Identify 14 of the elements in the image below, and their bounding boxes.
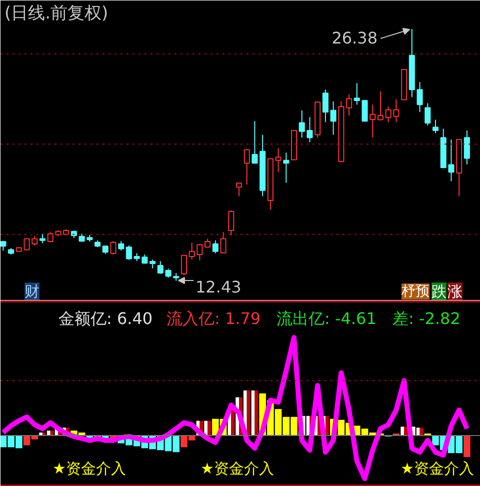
- annotation: 财: [24, 282, 40, 300]
- chart-title: (日线.前复权): [4, 4, 108, 24]
- text: 金额亿: 6.40: [58, 309, 153, 328]
- annotation: ★资金介入: [200, 460, 274, 478]
- text: 流出亿: -4.61: [276, 309, 376, 328]
- annotation: ★资金介入: [52, 460, 126, 478]
- annotation: 26.38: [332, 28, 378, 48]
- annotation: 跌: [432, 282, 446, 300]
- annotation: ★资金介入: [400, 460, 474, 478]
- text: 流入亿: 1.79: [166, 309, 261, 328]
- annotation: 12.43: [196, 278, 242, 296]
- annotation: 杼预: [400, 284, 430, 300]
- text: 差: -2.82: [392, 309, 460, 328]
- annotation: 涨: [448, 282, 462, 300]
